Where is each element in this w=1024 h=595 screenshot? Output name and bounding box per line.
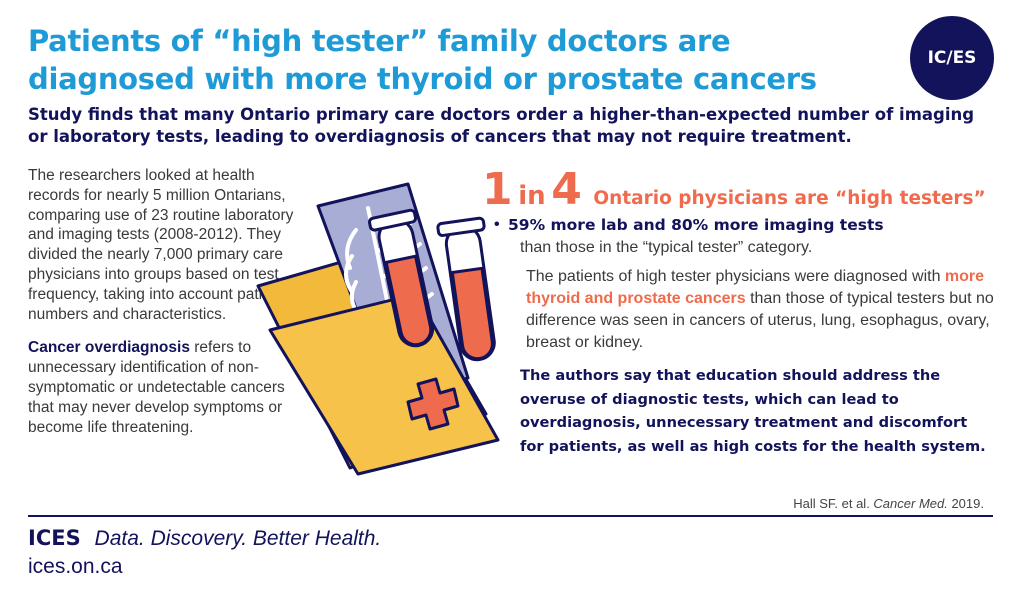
ices-logo: IC/ES <box>910 16 994 100</box>
footer-brand: ICES Data. Discovery. Better Health. <box>28 524 381 553</box>
bullet-highlight: 59% more lab and 80% more imaging tests <box>508 216 884 234</box>
overdiagnosis-term: Cancer overdiagnosis <box>28 339 190 357</box>
citation-journal: Cancer Med. <box>873 496 948 511</box>
stat-in-word: in <box>518 181 546 211</box>
subtitle: Study finds that many Ontario primary ca… <box>28 105 975 146</box>
findings-part1: The patients of high tester physicians w… <box>526 268 945 285</box>
findings-paragraph: The patients of high tester physicians w… <box>526 266 996 354</box>
stat-number-four: 4 <box>551 164 582 215</box>
citation: Hall SF. et al. Cancer Med. 2019. <box>793 496 984 511</box>
overdiagnosis-paragraph: Cancer overdiagnosis refers to unnecessa… <box>28 338 308 437</box>
findings-highlight: more thyroid and prostate cancers <box>526 268 985 307</box>
authors-statement: The authors say that education should ad… <box>520 367 986 455</box>
findings-part2: than those of typical testers but no dif… <box>526 290 994 351</box>
medical-folder-xray-test-tubes-icon <box>256 182 500 476</box>
footer-divider <box>28 515 993 517</box>
stat-number-one: 1 <box>482 164 513 215</box>
overdiagnosis-definition: refers to unnecessary identification of … <box>28 339 285 436</box>
citation-authors: Hall SF. et al. <box>793 496 874 511</box>
stat-headline: 1 in 4 Ontario physicians are “high test… <box>482 168 1002 212</box>
brand-name: ICES <box>28 526 81 550</box>
footer-url[interactable]: ices.on.ca <box>28 555 123 578</box>
stat-text: Ontario physicians are “high testers” <box>593 188 986 209</box>
brand-tagline: Data. Discovery. Better Health. <box>94 527 382 550</box>
page-title: Patients of “high tester” family doctors… <box>28 24 817 96</box>
bullet-dot: • <box>494 216 500 233</box>
citation-year: 2019. <box>947 496 984 511</box>
researchers-paragraph: The researchers looked at health records… <box>28 167 294 323</box>
left-column: The researchers looked at health records… <box>28 166 308 451</box>
bullet-rest: than those in the “typical tester” categ… <box>520 239 813 256</box>
bullet-item: • 59% more lab and 80% more imaging test… <box>494 214 988 259</box>
